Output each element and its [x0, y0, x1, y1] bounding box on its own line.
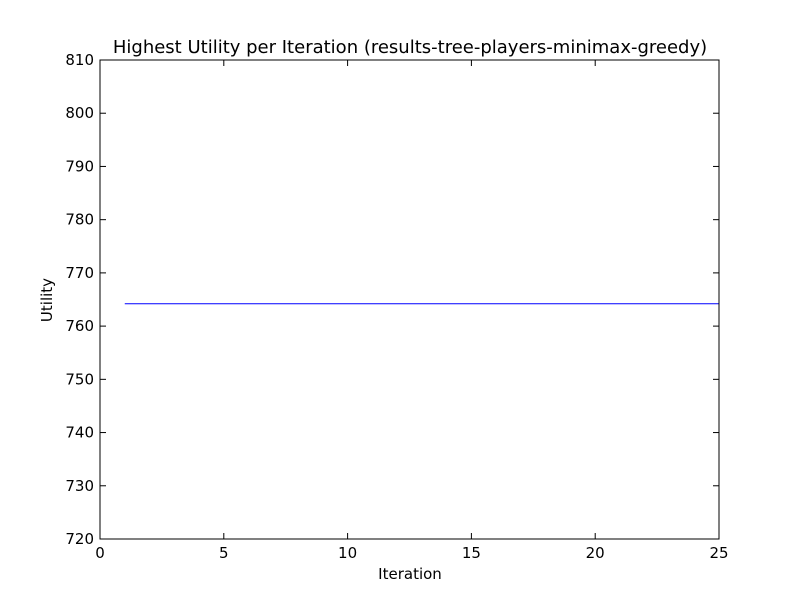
x-tick-label: 5 — [219, 544, 229, 562]
y-tick-label: 750 — [65, 370, 94, 388]
x-tick-label: 25 — [709, 544, 728, 562]
y-tick-label: 720 — [65, 530, 94, 548]
y-tick-label: 780 — [65, 211, 94, 229]
x-tick-label: 15 — [462, 544, 481, 562]
y-tick-label: 770 — [65, 264, 94, 282]
y-tick-label: 760 — [65, 317, 94, 335]
x-axis-ticks: 0 5 10 15 20 25 — [95, 60, 729, 562]
x-axis-label: Iteration — [378, 565, 442, 583]
y-axis-ticks: 720 730 740 750 760 770 780 790 800 810 — [65, 51, 719, 548]
chart-title: Highest Utility per Iteration (results-t… — [113, 37, 707, 58]
x-tick-label: 0 — [95, 544, 105, 562]
plot-frame — [99, 59, 720, 540]
y-axis-label: Utility — [38, 278, 56, 322]
y-tick-label: 810 — [65, 51, 94, 69]
y-tick-label: 740 — [65, 424, 94, 442]
x-tick-label: 20 — [586, 544, 605, 562]
y-tick-label: 730 — [65, 477, 94, 495]
x-tick-label: 10 — [338, 544, 357, 562]
y-tick-label: 800 — [65, 104, 94, 122]
y-tick-label: 790 — [65, 157, 94, 175]
plot-background — [100, 60, 719, 539]
